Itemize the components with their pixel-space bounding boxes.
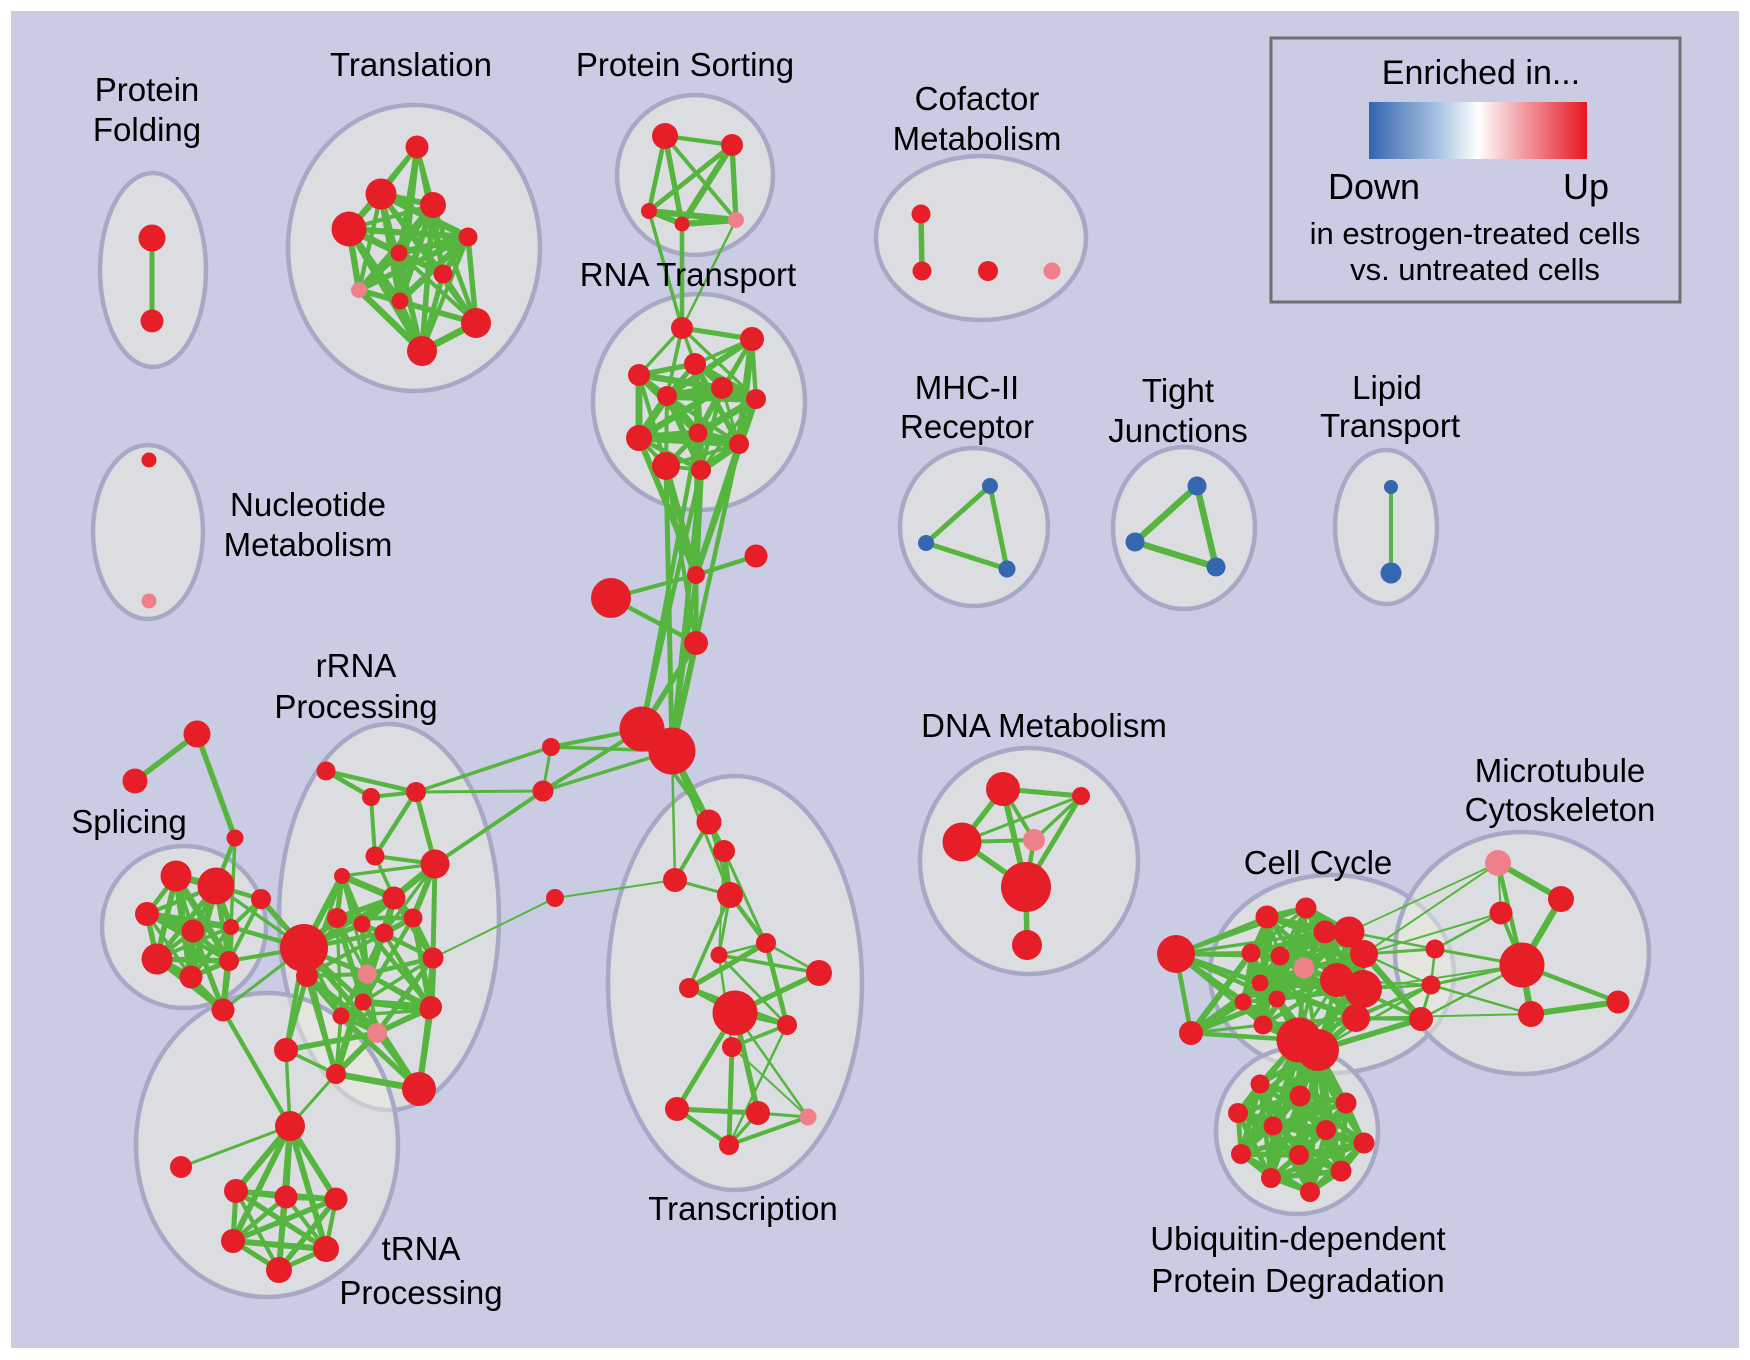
svg-text:Protein Sorting: Protein Sorting — [576, 46, 794, 83]
svg-text:Transport: Transport — [1320, 407, 1460, 444]
svg-text:Folding: Folding — [93, 111, 201, 148]
svg-text:Junctions: Junctions — [1108, 412, 1247, 449]
svg-text:Tight: Tight — [1142, 372, 1214, 409]
svg-text:Lipid: Lipid — [1352, 369, 1422, 406]
svg-text:Cytoskeleton: Cytoskeleton — [1465, 791, 1656, 828]
svg-text:Protein: Protein — [95, 71, 200, 108]
svg-text:Up: Up — [1563, 166, 1609, 207]
svg-text:Splicing: Splicing — [71, 803, 187, 840]
svg-text:Processing: Processing — [274, 688, 437, 725]
svg-text:Nucleotide: Nucleotide — [230, 486, 386, 523]
svg-text:Protein Degradation: Protein Degradation — [1151, 1262, 1445, 1299]
svg-text:rRNA: rRNA — [316, 647, 397, 684]
svg-text:Metabolism: Metabolism — [893, 120, 1062, 157]
svg-text:DNA Metabolism: DNA Metabolism — [921, 707, 1167, 744]
svg-text:Down: Down — [1328, 166, 1420, 207]
svg-text:Translation: Translation — [330, 46, 492, 83]
svg-text:Receptor: Receptor — [900, 408, 1034, 445]
svg-text:in estrogen-treated cells: in estrogen-treated cells — [1310, 216, 1641, 251]
svg-text:tRNA: tRNA — [382, 1230, 461, 1267]
svg-text:Cofactor: Cofactor — [915, 80, 1040, 117]
svg-text:Ubiquitin-dependent: Ubiquitin-dependent — [1150, 1220, 1445, 1257]
svg-text:Microtubule: Microtubule — [1475, 752, 1646, 789]
svg-text:vs. untreated cells: vs. untreated cells — [1350, 252, 1600, 287]
svg-text:Cell Cycle: Cell Cycle — [1244, 844, 1393, 881]
svg-text:Processing: Processing — [339, 1274, 502, 1311]
svg-text:Metabolism: Metabolism — [224, 526, 393, 563]
svg-text:Transcription: Transcription — [648, 1190, 838, 1227]
svg-text:MHC-II: MHC-II — [915, 369, 1019, 406]
svg-text:RNA Transport: RNA Transport — [580, 256, 796, 293]
svg-text:Enriched in...: Enriched in... — [1382, 54, 1580, 92]
